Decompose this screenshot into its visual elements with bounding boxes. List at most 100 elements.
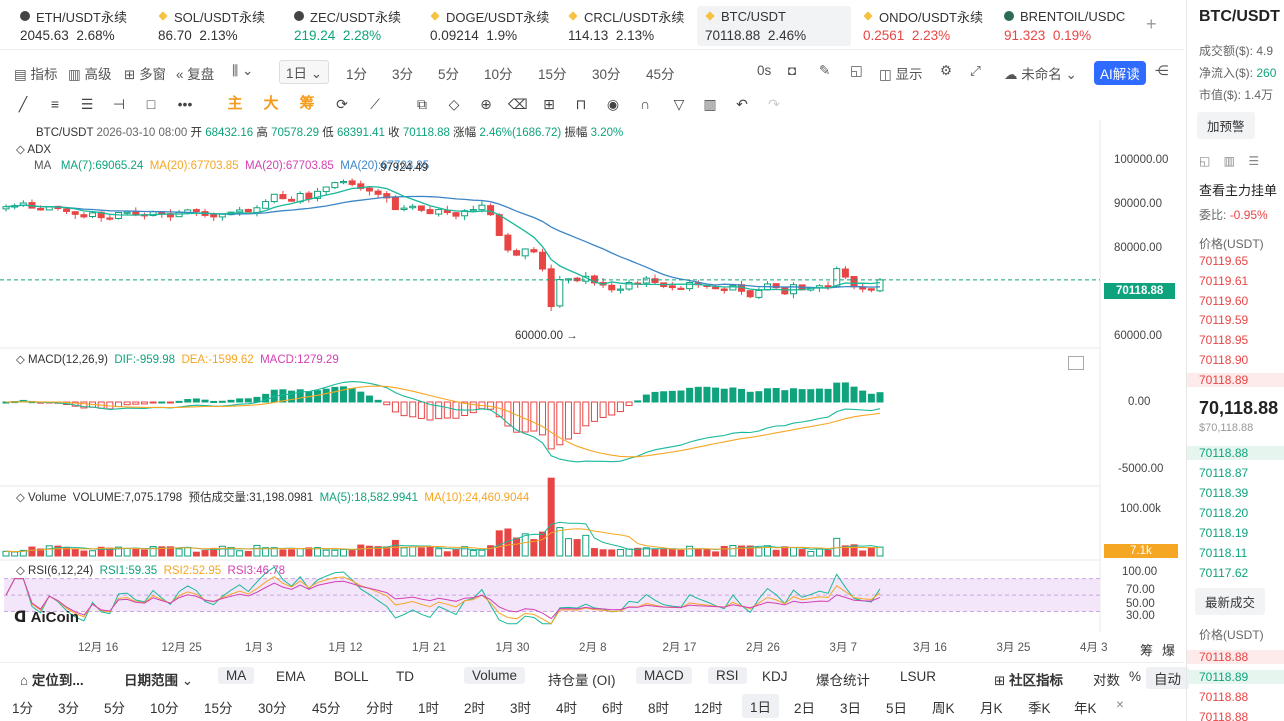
close-icon[interactable]: × (1116, 697, 1124, 712)
ask-price[interactable]: 70118.90 (1199, 353, 1249, 367)
filter-icon[interactable]: ▽ (673, 96, 685, 112)
hline-tool-icon[interactable]: ≡ (50, 96, 60, 112)
liquidation-corner[interactable]: 爆 (1162, 643, 1176, 658)
interval-option[interactable]: 分时 (366, 701, 393, 716)
interval-option[interactable]: 30分 (258, 701, 287, 716)
eraser-icon[interactable]: ⌫ (508, 96, 528, 112)
interval-option[interactable]: 5分 (104, 701, 126, 716)
interval-option[interactable]: 月K (980, 701, 1003, 716)
symbol-tab[interactable]: DOGE/USDT永续 0.09214 1.9% (422, 6, 557, 46)
redo-icon[interactable]: ↷ (768, 96, 780, 112)
interval-option[interactable]: 4时 (556, 701, 578, 716)
orderbook-link[interactable]: 查看主力挂单 (1199, 183, 1278, 198)
pen-icon[interactable]: ✎ (819, 63, 831, 78)
chips-tool[interactable]: 筹 (299, 95, 315, 112)
interval-option[interactable]: 3时 (510, 701, 532, 716)
bid-price[interactable]: 70117.62 (1199, 566, 1249, 580)
orderbook-icons[interactable]: ◱ ▥ ☰ (1199, 154, 1260, 168)
multi-window-button[interactable]: ⊞ 多窗 (124, 67, 167, 82)
indicator-toggle[interactable]: RSI (708, 667, 747, 684)
interval-5[interactable]: 30分 (592, 67, 621, 82)
ai-analysis-button[interactable]: AI解读 (1094, 61, 1146, 85)
magnet-icon[interactable]: ∩ (639, 96, 651, 112)
measure-icon[interactable]: ⟋ (370, 96, 380, 112)
indicator-toggle[interactable]: LSUR (900, 669, 937, 684)
indicator-toggle[interactable]: Volume (464, 667, 526, 684)
bid-price[interactable]: 70118.19 (1199, 526, 1249, 540)
interval-option[interactable]: 1时 (418, 701, 440, 716)
ask-price[interactable]: 70119.60 (1199, 293, 1249, 308)
volume-legend[interactable]: ◇ Volume VOLUME:7,075.1798 预估成交量:31,198.… (16, 492, 530, 504)
interval-option[interactable]: 3日 (840, 701, 862, 716)
interval-select[interactable]: 1日 ⌄ (279, 60, 330, 84)
interval-option[interactable]: 12时 (694, 701, 723, 716)
undo-icon[interactable]: ↶ (736, 96, 748, 112)
interval-option[interactable]: 10分 (150, 701, 179, 716)
bid-price[interactable]: 70118.11 (1199, 546, 1248, 560)
add-alert-button[interactable]: 加预警 (1197, 112, 1255, 139)
indicator-toggle[interactable]: KDJ (762, 669, 788, 684)
symbol-tab[interactable]: SOL/USDT永续 86.70 2.13% (150, 6, 273, 46)
ask-price[interactable]: 70119.59 (1199, 313, 1249, 328)
symbol-tab[interactable]: BTC/USDT 70118.88 2.46% (697, 6, 851, 46)
indicator-toggle[interactable]: EMA (276, 669, 306, 684)
chips-corner[interactable]: 筹 (1140, 643, 1154, 658)
ask-price[interactable]: 70118.89 (1187, 372, 1284, 387)
replay-button[interactable]: « 复盘 (176, 67, 215, 82)
settings-icon[interactable]: ⚙ (940, 63, 953, 78)
ray-tool-icon[interactable]: ⊣ (112, 96, 126, 112)
interval-option[interactable]: 周K (932, 701, 955, 716)
symbol-tab[interactable]: ETH/USDT永续 2045.63 2.68% (12, 6, 135, 46)
ask-price[interactable]: 70119.65 (1199, 254, 1249, 268)
main-force-tool[interactable]: 主 (227, 95, 243, 112)
fullscreen-icon[interactable]: ⤢ (970, 63, 981, 78)
indicator-button[interactable]: ▤ 指标 (14, 67, 58, 82)
symbol-tab[interactable]: CRCL/USDT永续 114.13 2.13% (560, 6, 692, 46)
ask-price[interactable]: 70118.95 (1199, 333, 1249, 348)
eye-icon[interactable]: ◉ (606, 96, 620, 112)
advanced-button[interactable]: ▥ 高级 (68, 67, 112, 82)
indicator-toggle[interactable]: MACD (636, 667, 692, 684)
rect-tool-icon[interactable]: □ (146, 96, 156, 112)
log-toggle[interactable]: 对数 (1093, 673, 1120, 688)
latest-trades-tab[interactable]: 最新成交 (1195, 588, 1266, 615)
indicator-toggle[interactable]: 持仓量 (OI) (548, 673, 616, 688)
tag-icon[interactable]: ◇ (448, 96, 460, 112)
zoom-icon[interactable]: ⊕ (480, 96, 492, 112)
rsi-legend[interactable]: ◇ RSI(6,12,24) RSI1:59.35 RSI2:52.95 RSI… (16, 565, 286, 577)
ruler-icon[interactable]: ⊞ (543, 96, 555, 112)
bid-price[interactable]: 70118.88 (1187, 446, 1284, 460)
expand-icon[interactable] (1068, 356, 1084, 370)
symbol-tab[interactable]: ZEC/USDT永续 219.24 2.28% (286, 6, 409, 46)
indicator-toggle[interactable]: 爆仓统计 (816, 673, 870, 688)
date-range-button[interactable]: 日期范围 ⌄ (124, 673, 194, 688)
interval-option[interactable]: 3分 (58, 701, 80, 716)
trash-icon[interactable]: ▥ (703, 96, 717, 112)
percent-toggle[interactable]: % (1129, 669, 1142, 684)
chart-area[interactable]: BTC/USDT 2026-03-10 08:00 开 68432.16 高 7… (0, 120, 1184, 660)
interval-option[interactable]: 年K (1074, 701, 1097, 716)
indicator-toggle[interactable]: BOLL (334, 669, 369, 684)
locate-button[interactable]: ⌂ 定位到... (20, 673, 84, 688)
ma-legend[interactable]: MA MA(7):69065.24 MA(20):67703.85 MA(20)… (34, 160, 430, 172)
add-tab-icon[interactable]: + (1146, 14, 1157, 34)
auto-toggle[interactable]: 自动 (1146, 667, 1189, 689)
chart-type-icon[interactable]: ⫼ ⌄ (232, 63, 254, 78)
share-icon[interactable]: ⋲ (1155, 63, 1169, 78)
interval-option[interactable]: 1分 (12, 701, 34, 716)
big-order-tool[interactable]: 大 (263, 95, 279, 112)
copy-icon[interactable]: ⧉ (417, 96, 427, 112)
indicator-toggle[interactable]: TD (396, 669, 414, 684)
bid-price[interactable]: 70118.87 (1199, 466, 1249, 480)
community-indicator-button[interactable]: ⊞ 社区指标 (994, 673, 1064, 688)
interval-option[interactable]: 2时 (464, 701, 486, 716)
more-tools-icon[interactable]: ••• (177, 96, 193, 112)
sync-icon[interactable]: ⟳ (336, 96, 348, 112)
channel-tool-icon[interactable]: ☰ (80, 96, 94, 112)
interval-6[interactable]: 45分 (646, 67, 675, 82)
interval-option[interactable]: 45分 (312, 701, 341, 716)
interval-2[interactable]: 5分 (438, 67, 460, 82)
lock-icon[interactable]: ⊓ (575, 96, 587, 112)
alert-icon[interactable]: ◱ (850, 63, 863, 78)
ask-price[interactable]: 70119.61 (1199, 273, 1249, 288)
